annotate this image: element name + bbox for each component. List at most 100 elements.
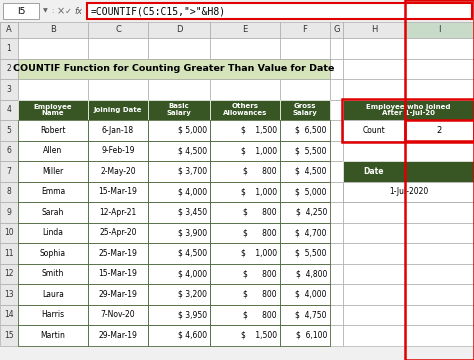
Bar [148,202,210,222]
Bar [280,140,330,161]
Text: 15-Mar-19: 15-Mar-19 [99,269,137,278]
Bar [88,325,148,346]
Bar [343,99,474,120]
Text: Allen: Allen [44,146,63,155]
Bar [18,140,88,161]
Text: 6: 6 [7,146,11,155]
Bar [18,181,88,202]
Bar [210,181,280,202]
Bar [88,284,148,305]
Bar [330,140,343,161]
Bar [343,305,405,325]
Bar [330,181,343,202]
Bar [0,243,18,264]
Bar [18,264,88,284]
Text: $  4,500: $ 4,500 [295,167,327,176]
Bar [280,181,330,202]
Bar [0,22,474,38]
Bar [280,120,330,140]
Bar [405,58,474,79]
Bar [18,120,88,140]
Bar [88,305,148,325]
Text: 2: 2 [437,126,442,135]
Text: Sophia: Sophia [40,249,66,258]
Bar [210,120,280,140]
Bar [148,120,210,140]
Text: $ 3,950: $ 3,950 [178,310,207,319]
Bar [280,243,330,264]
Bar [148,140,210,161]
Bar [210,264,280,284]
Bar [148,243,210,264]
Bar [148,22,210,38]
Bar [210,79,280,99]
Text: $    1,000: $ 1,000 [241,187,277,196]
Text: 7-Nov-20: 7-Nov-20 [100,310,135,319]
Bar [0,79,18,99]
Text: Sarah: Sarah [42,208,64,217]
Bar [405,325,474,346]
Text: I: I [438,26,441,35]
Text: 8: 8 [7,187,11,196]
Bar [210,284,280,305]
Bar [18,284,88,305]
Bar [280,120,330,140]
Bar [3,3,39,19]
Bar [330,58,343,79]
Bar [0,38,18,58]
Text: fx: fx [74,6,82,15]
Text: ✓: ✓ [65,6,72,15]
Bar [18,58,88,79]
Bar [210,22,280,38]
Bar [330,79,343,99]
Bar [210,120,280,140]
Text: :: : [51,8,54,14]
Bar [88,58,148,79]
Bar [330,99,343,120]
Bar [148,202,210,222]
Text: 3: 3 [7,85,11,94]
Text: 25-Apr-20: 25-Apr-20 [99,228,137,237]
Text: $  4,000: $ 4,000 [295,290,327,299]
Bar [280,99,330,120]
Text: 13: 13 [4,290,14,299]
Text: $      800: $ 800 [243,290,277,299]
Bar [148,325,210,346]
Bar [0,22,18,38]
Bar [88,202,148,222]
Bar [405,305,474,325]
Text: Martin: Martin [41,331,65,340]
Bar [18,222,88,243]
Text: Emma: Emma [41,187,65,196]
Bar [210,99,280,120]
Bar [88,264,148,284]
Text: 1: 1 [7,44,11,53]
Bar [88,161,148,181]
Bar [210,325,280,346]
Bar [88,161,148,181]
Bar [405,140,474,161]
Bar [280,202,330,222]
Bar [18,325,88,346]
Bar [343,181,474,202]
Text: Joining Date: Joining Date [94,107,142,113]
Bar [405,202,474,222]
Text: ▼: ▼ [43,9,48,13]
Bar [88,284,148,305]
Bar [0,58,18,79]
Text: 10: 10 [4,228,14,237]
Bar [148,38,210,58]
Text: Miller: Miller [42,167,64,176]
Text: Robert: Robert [40,126,66,135]
Bar [210,161,280,181]
Text: Harris: Harris [41,310,64,319]
Text: $      800: $ 800 [243,310,277,319]
Bar [405,284,474,305]
Bar [210,140,280,161]
Bar [343,243,405,264]
Bar [405,161,474,181]
Bar [18,243,88,264]
Bar [210,222,280,243]
Bar [18,140,88,161]
Text: $ 4,000: $ 4,000 [178,269,207,278]
